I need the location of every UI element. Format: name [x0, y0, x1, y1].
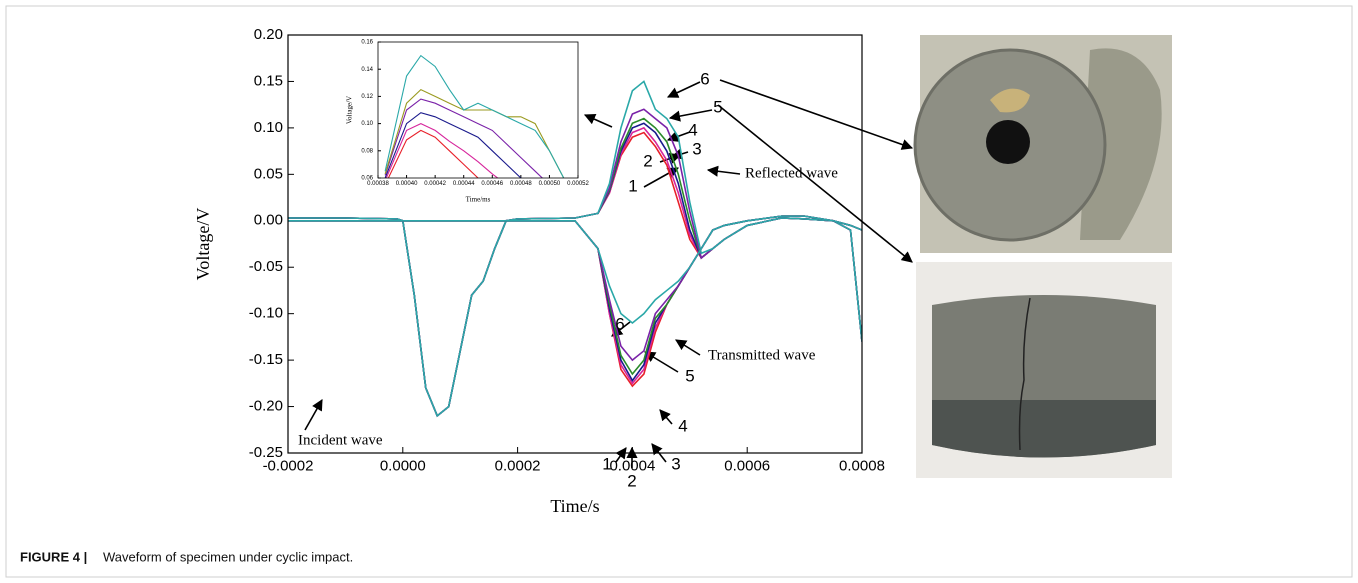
series-label: 3	[692, 139, 701, 158]
x-tick-label: 0.0006	[724, 457, 770, 474]
series-label: 5	[713, 97, 722, 116]
series-line	[288, 216, 862, 323]
x-tick-label: 0.00048	[510, 181, 532, 187]
series-label: 2	[627, 471, 636, 490]
y-tick-label: 0.10	[254, 119, 283, 136]
y-tick-label: 0.16	[361, 40, 373, 46]
caption-text: Waveform of specimen under cyclic impact…	[103, 549, 353, 564]
series-label: 6	[700, 69, 709, 88]
figure: FIGURE 4 | Waveform of specimen under cy…	[0, 0, 1358, 583]
x-tick-label: 0.0000	[380, 457, 426, 474]
series-label: 4	[678, 416, 687, 435]
x-tick-label: 0.00042	[424, 181, 446, 187]
x-axis-title: Time/ms	[466, 196, 491, 204]
series-label: 5	[685, 366, 694, 385]
series-line	[288, 216, 862, 360]
x-tick-label: 0.00038	[367, 181, 389, 187]
y-tick-label: -0.15	[249, 351, 283, 368]
annotation: Incident wave	[298, 432, 383, 448]
annotation: Reflected wave	[745, 165, 838, 181]
series-label: 6	[615, 314, 624, 333]
y-tick-label: 0.20	[254, 26, 283, 43]
y-tick-label: 0.10	[361, 121, 373, 127]
x-tick-label: 0.00046	[481, 181, 503, 187]
series-label: 3	[671, 454, 680, 473]
y-tick-label: 0.05	[254, 165, 283, 182]
y-tick-label: -0.05	[249, 258, 283, 275]
annotation: Transmitted wave	[708, 347, 816, 363]
y-tick-label: -0.20	[249, 398, 283, 415]
caption-label: FIGURE 4 |	[20, 549, 87, 564]
y-tick-label: 0.14	[361, 67, 373, 73]
y-axis-title: Voltage/V	[193, 208, 213, 281]
x-tick-label: 0.0008	[839, 457, 885, 474]
x-tick-label: 0.00044	[453, 181, 475, 187]
x-tick-label: -0.0002	[263, 457, 314, 474]
y-tick-label: 0.00	[254, 212, 283, 229]
x-tick-label: 0.00052	[567, 181, 589, 187]
x-tick-label: 0.0002	[495, 457, 541, 474]
photo-bottom	[916, 262, 1172, 478]
x-axis-title: Time/s	[550, 496, 599, 516]
series-label: 1	[628, 176, 637, 195]
y-tick-label: 0.15	[254, 72, 283, 89]
x-tick-label: 0.00040	[396, 181, 418, 187]
series-label: 2	[643, 151, 652, 170]
photo-top	[915, 35, 1172, 253]
x-tick-label: 0.00050	[539, 181, 561, 187]
y-tick-label: -0.10	[249, 305, 283, 322]
y-axis-title: Voltage/V	[346, 96, 354, 124]
y-tick-label: 0.12	[361, 94, 373, 100]
series-label: 1	[602, 454, 611, 473]
y-tick-label: 0.08	[361, 148, 373, 154]
series-label: 4	[688, 120, 697, 139]
